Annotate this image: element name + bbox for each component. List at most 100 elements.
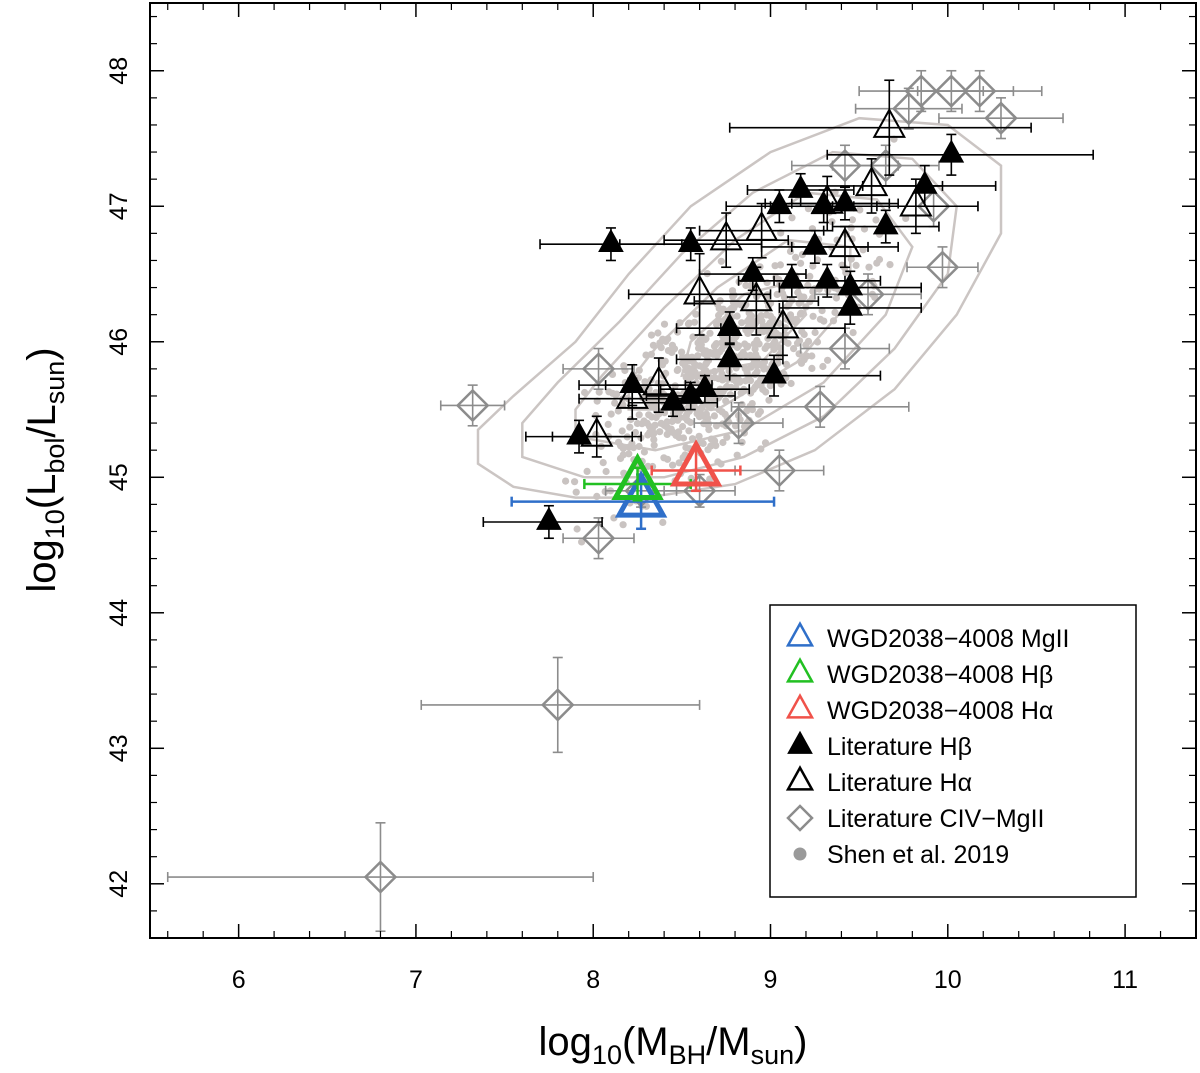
shen-point bbox=[663, 430, 671, 438]
shen-point bbox=[651, 421, 659, 429]
point-lit-hbeta bbox=[861, 164, 997, 208]
shen-point bbox=[787, 379, 795, 388]
point-lit-hbeta bbox=[826, 133, 1094, 176]
marker-lit-hbeta bbox=[716, 312, 743, 337]
shen-point bbox=[802, 303, 810, 311]
shen-point bbox=[711, 374, 719, 382]
shen-point bbox=[660, 320, 669, 328]
shen-point bbox=[710, 412, 719, 420]
shen-point bbox=[790, 345, 798, 353]
shen-point bbox=[712, 422, 721, 430]
marker-lit-civ-mgii bbox=[721, 406, 756, 440]
shen-point bbox=[619, 521, 627, 529]
marker-lit-civ-mgii bbox=[581, 521, 616, 556]
legend-wgd-halpha: WGD2038−4008 Hα bbox=[785, 693, 1053, 725]
y-tick-label: 44 bbox=[105, 599, 133, 627]
marker-lit-civ-mgii bbox=[455, 388, 490, 423]
point-lit-hbeta bbox=[645, 380, 736, 411]
shen-point bbox=[752, 350, 760, 359]
shen-point bbox=[626, 423, 634, 431]
legend-lit-civ-mgii: Literature CIV−MgII bbox=[786, 804, 1044, 833]
shen-point bbox=[722, 397, 730, 405]
shen-point bbox=[669, 461, 677, 469]
shen-point bbox=[668, 417, 676, 425]
shen-point bbox=[790, 318, 799, 326]
shen-point bbox=[756, 313, 764, 321]
marker-lit-halpha bbox=[828, 227, 862, 258]
shen-point bbox=[751, 319, 759, 328]
shen-point bbox=[697, 341, 705, 349]
shen-point bbox=[716, 348, 724, 356]
point-lit-civ-mgii bbox=[166, 822, 595, 933]
shen-point bbox=[831, 308, 839, 316]
shen-point bbox=[819, 362, 827, 371]
shen-point bbox=[796, 292, 804, 300]
shen-point bbox=[788, 214, 796, 222]
shen-point bbox=[751, 345, 759, 353]
shen-point bbox=[782, 360, 791, 368]
legend-label: Literature Hα bbox=[827, 769, 972, 797]
shen-point bbox=[679, 434, 688, 442]
point-lit-civ-mgii bbox=[938, 97, 1064, 140]
shen-point bbox=[795, 350, 803, 358]
shen-point bbox=[811, 328, 819, 337]
marker-lit-halpha bbox=[739, 281, 774, 312]
y-tick-label: 45 bbox=[105, 463, 133, 491]
shen-point bbox=[818, 307, 826, 315]
legend-label: Shen et al. 2019 bbox=[827, 841, 1009, 869]
contour-level-2 bbox=[521, 150, 959, 479]
marker-lit-hbeta bbox=[872, 211, 899, 235]
shen-point bbox=[675, 459, 683, 467]
shen-point bbox=[714, 458, 722, 466]
shen-point bbox=[599, 459, 607, 467]
shen-point bbox=[852, 261, 860, 269]
shen-point bbox=[706, 348, 714, 357]
shen-point bbox=[816, 315, 825, 323]
series-halpha bbox=[650, 439, 742, 493]
shen-point bbox=[732, 383, 740, 392]
shen-point bbox=[813, 338, 822, 346]
marker-lit-civ-mgii bbox=[868, 148, 903, 183]
shen-point bbox=[717, 308, 725, 316]
shen-point bbox=[806, 272, 814, 280]
shen-point bbox=[707, 442, 715, 450]
shen-point bbox=[744, 317, 752, 325]
shen-point bbox=[803, 352, 811, 360]
shen-point bbox=[786, 247, 795, 255]
shen-point bbox=[793, 339, 802, 347]
point-lit-civ-mgii bbox=[693, 401, 784, 445]
marker-lit-hbeta bbox=[911, 170, 938, 194]
shen-point bbox=[711, 437, 719, 445]
marker-lit-hbeta bbox=[778, 265, 805, 289]
shen-point bbox=[660, 409, 669, 417]
shen-point bbox=[757, 445, 765, 453]
marker-lit-hbeta bbox=[660, 387, 686, 411]
shen-point bbox=[731, 422, 740, 430]
shen-point bbox=[754, 410, 763, 418]
point-lit-civ-mgii bbox=[906, 246, 979, 289]
y-tick-label: 48 bbox=[105, 57, 133, 85]
x-tick-label: 9 bbox=[764, 966, 778, 994]
marker-lit-civ-mgii bbox=[904, 74, 938, 108]
series-lit-hbeta bbox=[482, 133, 1094, 540]
shen-point bbox=[713, 319, 722, 328]
legend-marker bbox=[785, 657, 815, 683]
shen-point bbox=[654, 329, 662, 337]
marker-lit-hbeta bbox=[787, 174, 814, 198]
shen-point bbox=[776, 261, 785, 269]
shen-point bbox=[602, 467, 610, 476]
x-tick-label: 6 bbox=[232, 966, 246, 994]
shen-point bbox=[692, 310, 700, 318]
shen-point bbox=[573, 525, 581, 533]
point-lit-halpha bbox=[627, 252, 772, 336]
x-tick-label: 7 bbox=[409, 966, 423, 994]
legend: WGD2038−4008 MgII WGD2038−4008 Hβ WGD2038−… bbox=[769, 604, 1137, 898]
shen-point bbox=[604, 420, 612, 428]
shen-point bbox=[742, 351, 750, 360]
shen-point bbox=[644, 462, 652, 470]
shen-point bbox=[618, 427, 626, 435]
shen-point bbox=[832, 294, 841, 302]
shen-point bbox=[706, 329, 714, 337]
shen-point bbox=[656, 428, 664, 436]
shen-point bbox=[808, 364, 816, 372]
